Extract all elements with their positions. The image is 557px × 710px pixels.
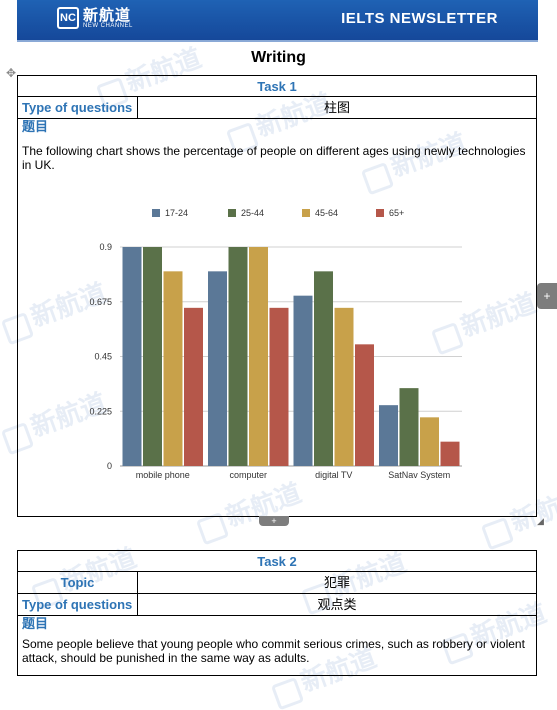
task2-type-row: Type of questions 观点类: [18, 594, 536, 616]
task1-type-row: Type of questions 柱图: [18, 97, 536, 119]
resize-corner-icon[interactable]: ◢: [537, 516, 544, 526]
task1-subject-label: 题目: [22, 119, 49, 134]
task2-type-label: Type of questions: [18, 594, 138, 615]
task2-body: 题目 Some people believe that young people…: [18, 616, 536, 675]
newsletter-title: IELTS NEWSLETTER: [341, 10, 498, 27]
expand-right-icon[interactable]: +: [537, 283, 557, 309]
task1-head: Task 1: [18, 76, 536, 97]
expand-down-icon[interactable]: +: [259, 516, 289, 526]
brand-logo: NC 新航道 NEW CHANNEL: [57, 4, 133, 32]
section-title: Writing: [251, 49, 306, 66]
task1-type-value: 柱图: [323, 100, 350, 115]
task2-topic-row: Topic 犯罪: [18, 572, 536, 594]
task2-topic-value: 犯罪: [323, 575, 350, 590]
task1-table: Task 1 Type of questions 柱图 题目 The follo…: [17, 75, 537, 517]
task2-topic-label: Topic: [18, 572, 138, 593]
logo-cn-text: 新航道: [83, 6, 132, 24]
header-underline: [17, 40, 538, 42]
task1-body: 题目 The following chart shows the percent…: [18, 119, 536, 516]
task2-table: Task 2 Topic 犯罪 Type of questions 观点类 题目…: [17, 550, 537, 676]
task2-head: Task 2: [18, 551, 536, 572]
move-handle-icon[interactable]: ✥: [6, 66, 17, 80]
logo-mark-icon: NC: [57, 7, 79, 29]
task1-type-label: Type of questions: [18, 97, 138, 118]
task2-type-value: 观点类: [317, 597, 357, 612]
task1-prompt: The following chart shows the percentage…: [22, 144, 526, 172]
logo-en-text: NEW CHANNEL: [83, 22, 133, 29]
task2-prompt: Some people believe that young people wh…: [22, 637, 525, 665]
header-banner: NC 新航道 NEW CHANNEL IELTS NEWSLETTER: [17, 0, 538, 40]
task2-subject-label: 题目: [22, 616, 49, 631]
